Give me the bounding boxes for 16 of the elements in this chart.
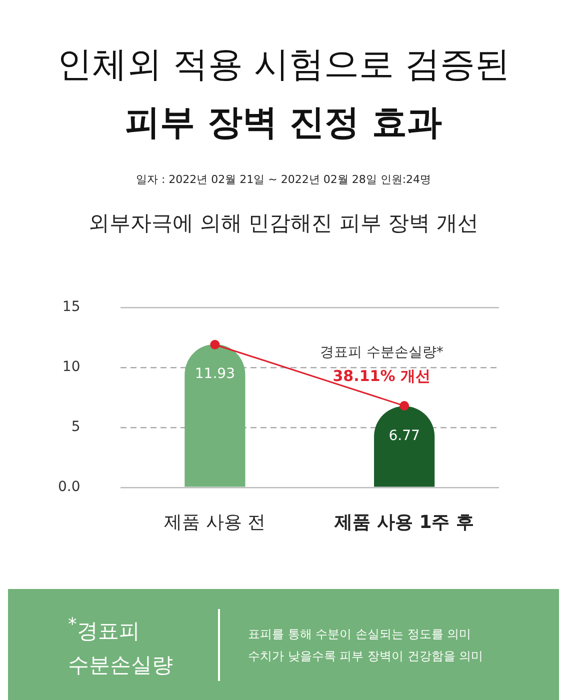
text: $^{*}$경표피 수분손실량 [67,614,174,679]
y-tick-label: 15 [62,299,80,316]
annotation: 38.11% 개선 [332,366,430,385]
x-tick-label: 제품 사용 1주 후 [334,512,474,533]
y-tick-label: 0.0 [58,479,80,496]
text: 일자 : 2022년 02월 21일 ~ 2022년 02월 28일 인원:24명 [134,172,432,187]
annotation: 경표피 수분손실량* [320,344,444,361]
y-tick-label: 10 [62,359,80,376]
x-tick-label: 제품 사용 전 [164,512,266,533]
data-label: 11.93 [194,366,235,382]
data-label: 6.77 [388,428,420,444]
text: 수치가 낮을수록 피부 장벽이 건강함을 의미 [248,648,484,665]
chart-subtitle: 외부자극에 의해 민감해진 피부 장벽 개선 [87,210,480,237]
text: 표피를 통해 수분이 손실되는 정도를 의미 [248,626,472,643]
chart-title: 인체외 적용 시험으로 검증된 피부 장벽 진정 효과 [56,44,512,145]
y-tick-label: 5 [71,419,80,436]
